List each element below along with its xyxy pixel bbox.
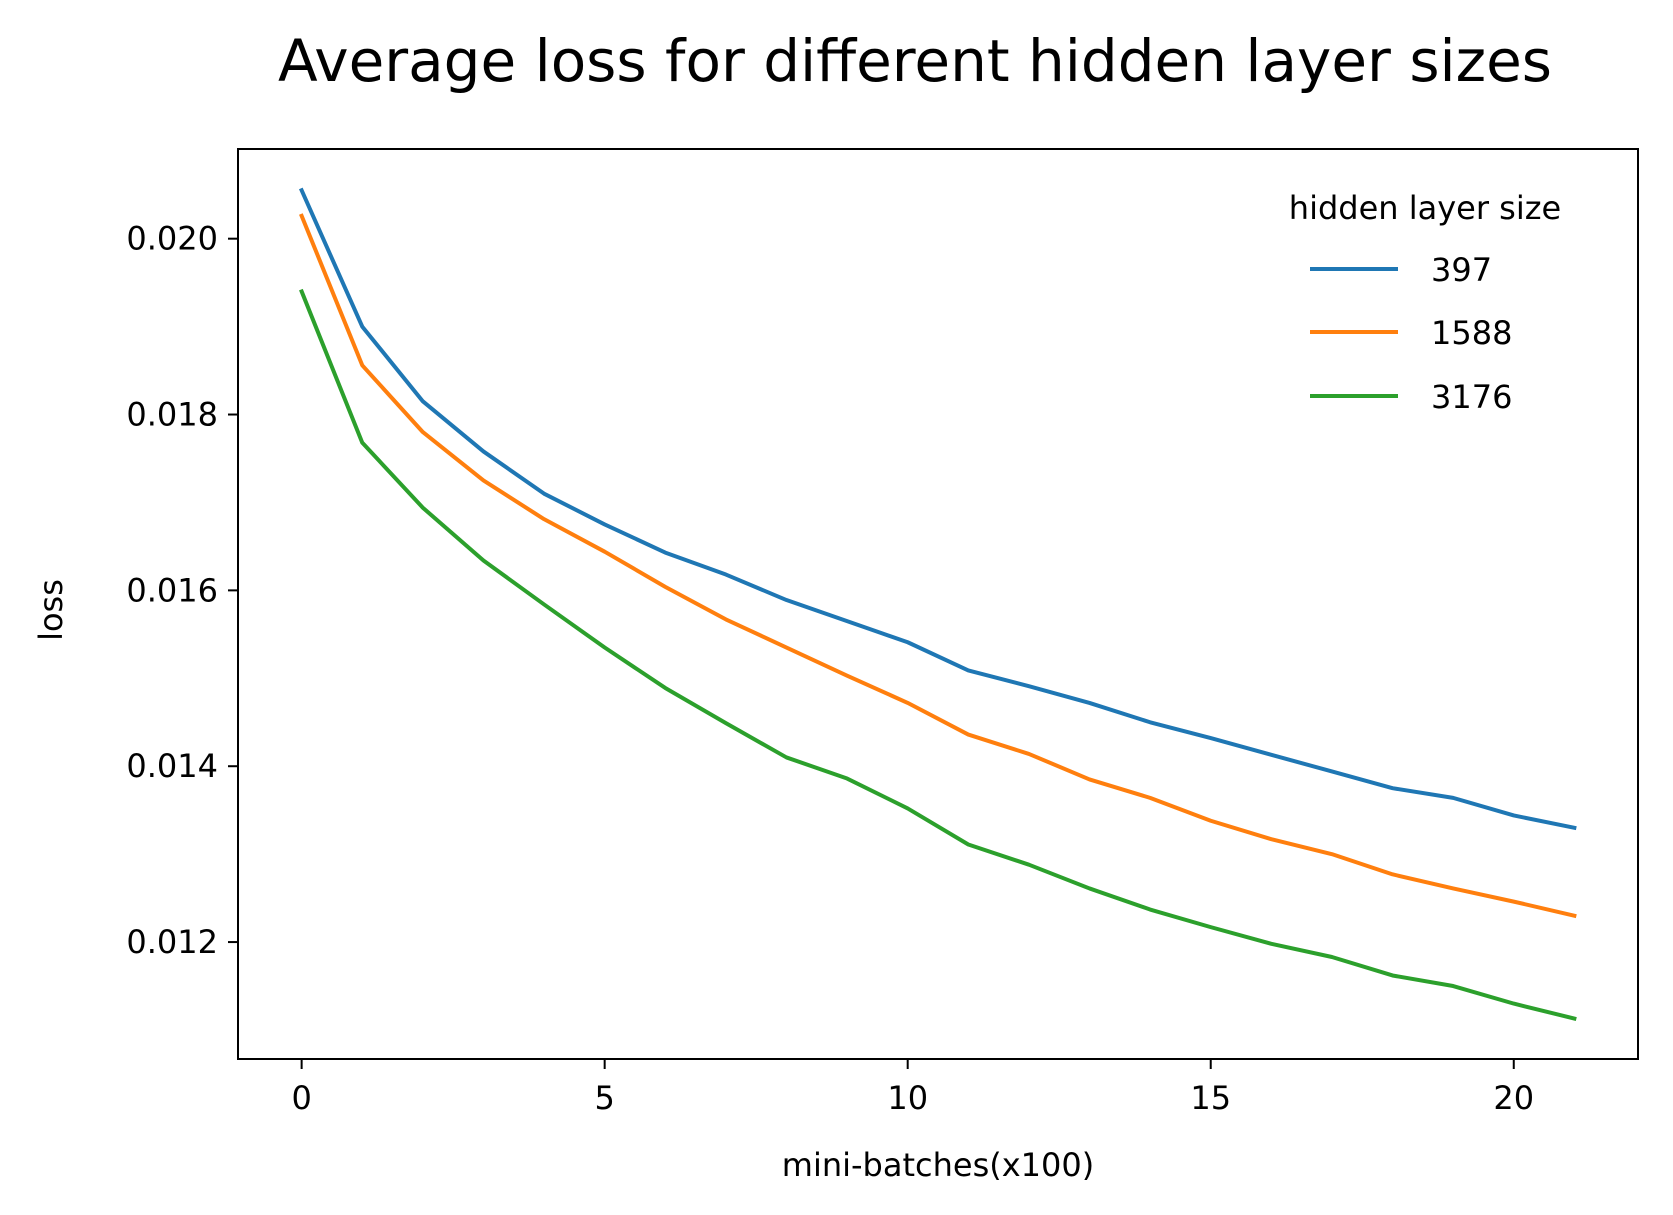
- y-axis-label: loss: [32, 579, 70, 641]
- legend-label-3176: 3176: [1431, 378, 1512, 416]
- series-line-1588: [299, 213, 1577, 919]
- y-tick-label: 0.014: [126, 747, 218, 785]
- x-tick-label: 0: [291, 1079, 311, 1117]
- y-axis-ticks: 0.012 0.014 0.016 0.018 0.020: [126, 220, 238, 961]
- plot-frame: [237, 148, 1639, 1060]
- y-tick-label: 0.020: [126, 220, 218, 258]
- series-line-397: [298, 187, 1577, 831]
- x-axis-ticks: 0 5 10 15 20: [291, 1059, 1534, 1117]
- plot-area: [238, 149, 1638, 1059]
- series-line-3176: [299, 288, 1577, 1021]
- x-tick-label: 15: [1190, 1079, 1231, 1117]
- series-lines: [298, 187, 1577, 1021]
- chart-title: Average loss for different hidden layer …: [278, 27, 1552, 95]
- x-tick-label: 5: [594, 1079, 614, 1117]
- legend-title: hidden layer size: [1289, 189, 1561, 227]
- x-tick-label: 10: [887, 1079, 928, 1117]
- legend-label-1588: 1588: [1431, 314, 1512, 352]
- legend: hidden layer size 397 1588 3176: [1289, 189, 1561, 416]
- y-tick-label: 0.016: [126, 571, 218, 609]
- y-tick-label: 0.018: [126, 396, 218, 434]
- y-tick-label: 0.012: [126, 923, 218, 961]
- legend-label-397: 397: [1431, 251, 1492, 289]
- x-tick-label: 20: [1493, 1079, 1534, 1117]
- x-axis-label: mini-batches(x100): [782, 1146, 1094, 1184]
